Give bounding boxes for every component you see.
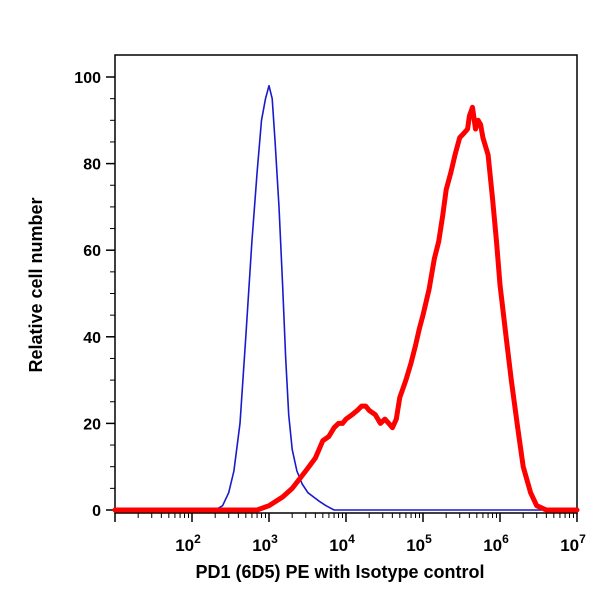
x-tick-label: 103 [252, 532, 278, 555]
x-tick-label: 102 [175, 532, 201, 555]
x-tick-label: 106 [483, 532, 509, 555]
x-tick-label: 105 [406, 532, 432, 555]
y-tick-label: 100 [74, 70, 101, 87]
y-axis-title: Relative cell number [26, 197, 46, 372]
sample-histogram-line [112, 104, 580, 513]
series-layer [112, 84, 580, 513]
y-axis: 0 20 40 60 80 100 [74, 70, 115, 520]
y-tick-label: 40 [83, 330, 101, 347]
y-tick-label: 20 [83, 416, 101, 433]
plot-frame [114, 54, 578, 514]
y-tick-label: 80 [83, 157, 101, 174]
x-axis-title: PD1 (6D5) PE with Isotype control [195, 562, 484, 582]
isotype-histogram-line [114, 84, 578, 511]
y-tick-label: 0 [92, 503, 101, 520]
y-tick-label: 60 [83, 243, 101, 260]
x-tick-label: 107 [560, 532, 586, 555]
x-tick-label: 104 [329, 532, 355, 555]
x-axis: 102 103 104 105 106 107 [114, 513, 586, 555]
plot-border [114, 54, 578, 514]
